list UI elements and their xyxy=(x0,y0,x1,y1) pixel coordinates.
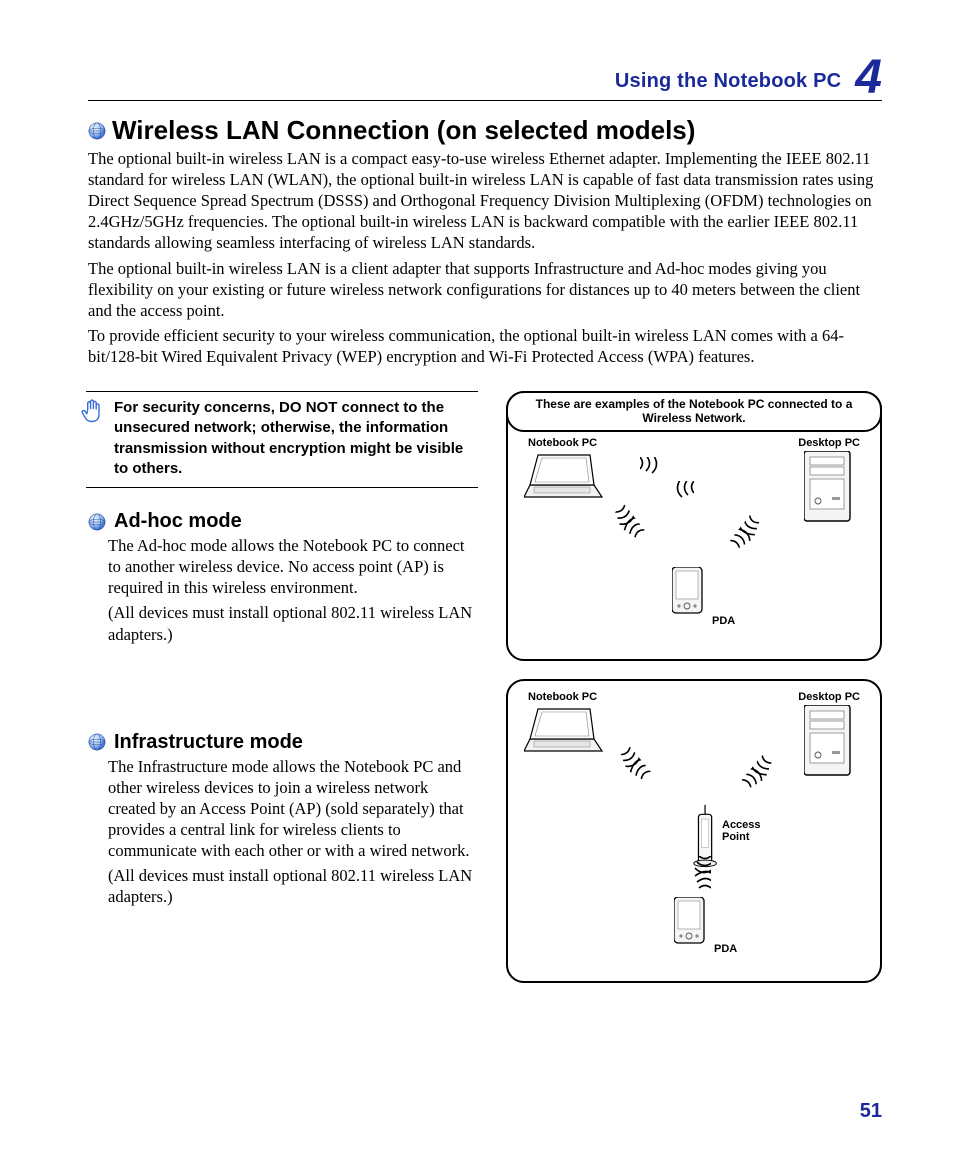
globe-icon xyxy=(88,733,106,751)
adhoc-heading: Ad-hoc mode xyxy=(88,510,478,533)
left-column: For security concerns, DO NOT connect to… xyxy=(88,391,478,907)
wireless-waves-icon xyxy=(687,856,711,894)
notebook-device-icon xyxy=(524,453,610,503)
diagram-caption: These are examples of the Notebook PC co… xyxy=(506,391,882,432)
label-notebook: Notebook PC xyxy=(528,437,597,449)
adhoc-diagram: These are examples of the Notebook PC co… xyxy=(506,391,882,661)
wireless-waves-icon xyxy=(640,457,664,479)
page-title: Wireless LAN Connection (on selected mod… xyxy=(88,115,882,146)
label-pda: PDA xyxy=(714,943,737,955)
adhoc-paragraph-1: The Ad-hoc mode allows the Notebook PC t… xyxy=(88,535,478,598)
wireless-waves-icon xyxy=(730,511,772,556)
infrastructure-paragraph-2: (All devices must install optional 802.1… xyxy=(88,865,478,907)
globe-icon xyxy=(88,122,106,140)
wireless-waves-icon xyxy=(742,751,785,796)
intro-paragraph-3: To provide efficient security to your wi… xyxy=(88,325,882,367)
adhoc-paragraph-2: (All devices must install optional 802.1… xyxy=(88,602,478,644)
label-desktop: Desktop PC xyxy=(798,691,860,703)
desktop-device-icon xyxy=(804,451,860,529)
page-title-text: Wireless LAN Connection (on selected mod… xyxy=(112,115,695,146)
chapter-number: 4 xyxy=(855,54,882,102)
label-desktop: Desktop PC xyxy=(798,437,860,449)
label-notebook: Notebook PC xyxy=(528,691,597,703)
security-warning-callout: For security concerns, DO NOT connect to… xyxy=(86,391,478,488)
infrastructure-diagram: Notebook PC Desktop PC Access Point PDA xyxy=(506,679,882,983)
adhoc-section: Ad-hoc mode The Ad-hoc mode allows the N… xyxy=(88,510,478,645)
header-section-title: Using the Notebook PC xyxy=(615,70,841,93)
stop-hand-icon xyxy=(80,398,106,428)
intro-paragraph-1: The optional built-in wireless LAN is a … xyxy=(88,148,882,254)
right-column: These are examples of the Notebook PC co… xyxy=(506,391,882,1001)
desktop-device-icon xyxy=(804,705,860,783)
infrastructure-paragraph-1: The Infrastructure mode allows the Noteb… xyxy=(88,756,478,862)
infrastructure-section: Infrastructure mode The Infrastructure m… xyxy=(88,731,478,908)
adhoc-title: Ad-hoc mode xyxy=(114,510,242,533)
infrastructure-title: Infrastructure mode xyxy=(114,731,303,754)
wireless-waves-icon xyxy=(612,747,655,792)
notebook-device-icon xyxy=(524,707,610,757)
globe-icon xyxy=(88,513,106,531)
warning-text: For security concerns, DO NOT connect to… xyxy=(114,399,463,477)
infrastructure-heading: Infrastructure mode xyxy=(88,731,478,754)
page-number: 51 xyxy=(860,1100,882,1123)
label-pda: PDA xyxy=(712,615,735,627)
pda-device-icon xyxy=(674,897,710,949)
wireless-waves-icon xyxy=(670,481,694,503)
label-access-point: Access Point xyxy=(722,819,768,843)
pda-device-icon xyxy=(672,567,708,619)
intro-paragraph-2: The optional built-in wireless LAN is a … xyxy=(88,258,882,321)
wireless-waves-icon xyxy=(606,505,648,550)
page-header: Using the Notebook PC 4 xyxy=(88,48,882,101)
